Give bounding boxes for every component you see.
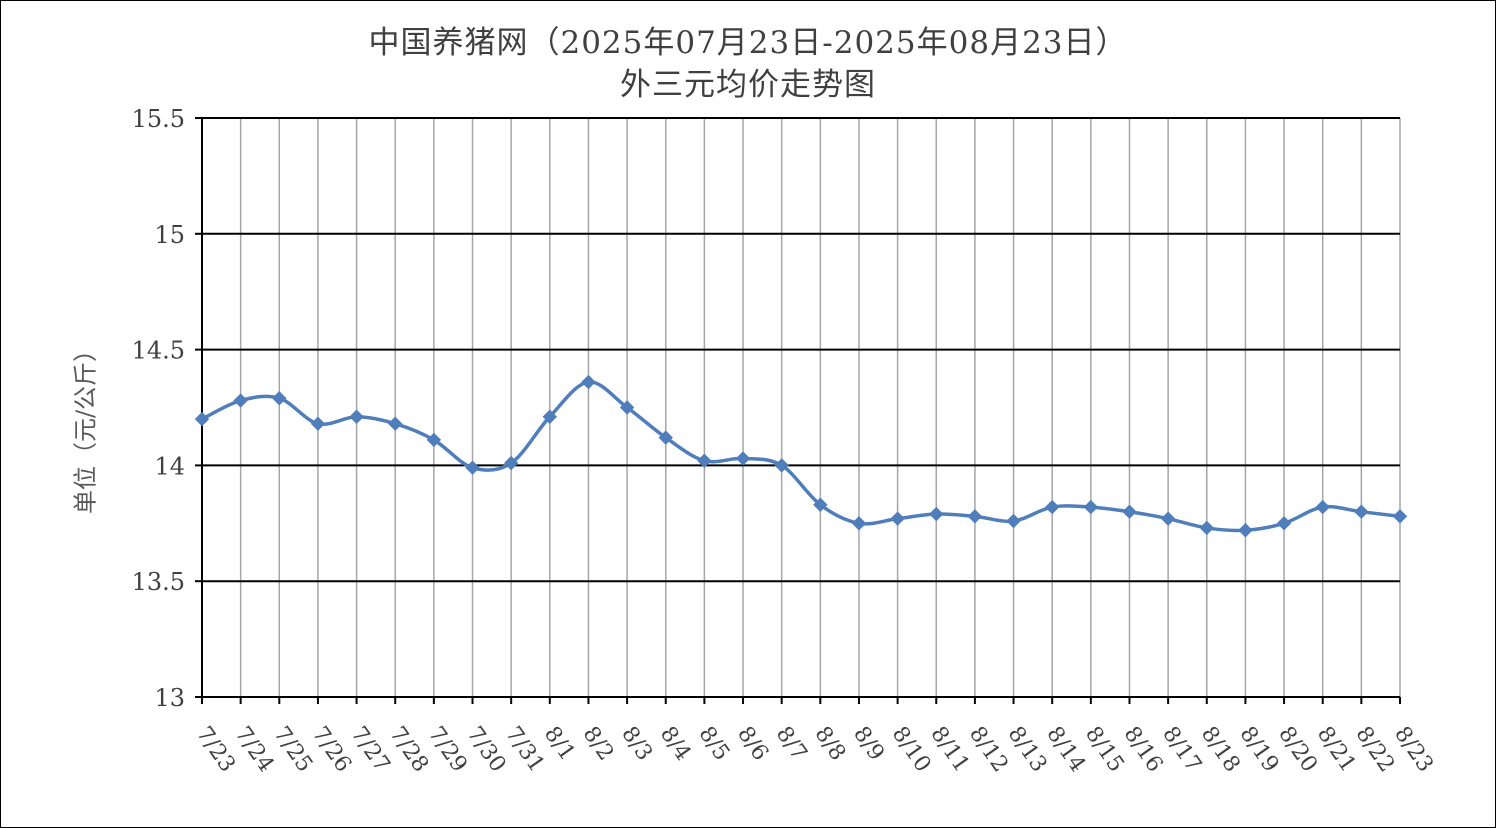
data-point — [1160, 511, 1176, 526]
x-tick-label: 8/5 — [693, 722, 734, 765]
series-layer — [194, 374, 1408, 538]
x-tick-label: 7/27 — [346, 722, 395, 777]
data-point — [658, 430, 673, 445]
data-point — [388, 416, 403, 431]
data-point — [1006, 513, 1021, 529]
x-tick-label: 8/4 — [655, 722, 696, 765]
x-tick-label: 7/26 — [307, 722, 356, 777]
x-tick-label: 7/23 — [191, 722, 240, 777]
x-tick-label: 8/3 — [616, 722, 657, 765]
series-line — [200, 380, 1402, 533]
x-tick-label: 8/6 — [732, 722, 773, 765]
x-tick-label: 8/2 — [578, 722, 619, 765]
data-point — [1276, 516, 1292, 531]
x-tick-label: 8/19 — [1235, 722, 1284, 777]
y-tick-label: 15 — [154, 221, 185, 249]
data-point — [813, 497, 828, 512]
y-tick-label: 13.5 — [132, 568, 185, 596]
x-tick-label: 7/30 — [462, 722, 511, 777]
data-point — [774, 458, 789, 473]
data-point — [851, 516, 867, 531]
x-tick-label: 8/15 — [1080, 722, 1129, 777]
tick-labels: 1313.51414.51515.57/237/247/257/267/277/… — [132, 105, 1438, 777]
chart-title: 中国养猪网（2025年07月23日-2025年08月23日） — [368, 25, 1128, 61]
axes — [195, 117, 1401, 704]
data-point — [581, 374, 596, 390]
data-point — [194, 411, 210, 427]
x-tick-label: 8/14 — [1041, 722, 1090, 777]
x-tick-label: 8/9 — [848, 722, 889, 765]
x-tick-label: 8/10 — [887, 722, 936, 777]
data-point — [542, 409, 558, 424]
data-point — [697, 453, 712, 468]
data-point — [1122, 504, 1137, 519]
x-tick-label: 8/20 — [1273, 722, 1322, 777]
data-point — [929, 506, 944, 522]
x-tick-label: 7/28 — [384, 722, 433, 777]
data-point — [1354, 504, 1369, 519]
x-tick-label: 8/13 — [1003, 722, 1052, 777]
y-tick-label: 13 — [154, 684, 185, 712]
data-point — [465, 460, 480, 475]
data-point — [349, 409, 364, 424]
data-point — [1315, 499, 1330, 515]
x-tick-label: 8/12 — [964, 722, 1013, 777]
x-tick-label: 8/21 — [1312, 722, 1361, 777]
x-tick-label: 8/23 — [1389, 722, 1438, 777]
chart-subtitle: 外三元均价走势图 — [620, 67, 876, 103]
data-point — [1392, 509, 1408, 524]
x-tick-label: 8/8 — [809, 722, 850, 765]
data-point — [890, 511, 905, 526]
data-point — [1238, 523, 1253, 538]
data-point — [426, 432, 442, 448]
x-tick-label: 8/11 — [925, 722, 974, 777]
y-tick-label: 14 — [154, 452, 185, 480]
data-point — [1199, 520, 1214, 536]
x-tick-label: 7/29 — [423, 722, 472, 777]
y-tick-label: 15.5 — [132, 105, 185, 133]
x-tick-label: 7/25 — [268, 722, 317, 777]
data-point — [1083, 499, 1099, 515]
x-tick-label: 8/16 — [1119, 722, 1168, 777]
data-point — [1044, 499, 1060, 515]
data-point — [310, 416, 326, 431]
data-point — [735, 451, 751, 466]
x-tick-label: 8/17 — [1157, 722, 1206, 777]
data-point — [272, 391, 287, 406]
data-point — [503, 455, 519, 471]
data-point — [967, 509, 983, 524]
data-point — [619, 400, 635, 415]
x-tick-label: 8/18 — [1196, 722, 1245, 777]
data-point — [233, 393, 248, 408]
x-tick-label: 7/31 — [500, 722, 549, 777]
x-tick-label: 8/22 — [1350, 722, 1399, 777]
y-tick-label: 14.5 — [132, 337, 185, 365]
grid — [202, 117, 1401, 697]
x-tick-label: 8/7 — [771, 722, 812, 765]
x-tick-label: 7/24 — [230, 722, 279, 777]
